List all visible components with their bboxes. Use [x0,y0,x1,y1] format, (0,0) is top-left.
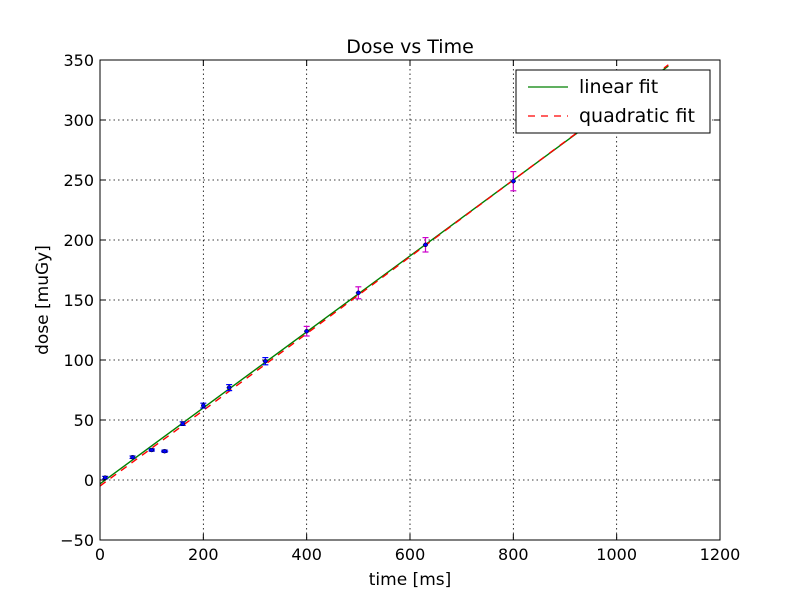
x-tick-label: 0 [95,545,105,564]
data-point [510,171,517,192]
y-tick-label: 350 [63,51,94,70]
x-axis-label: time [ms] [369,570,452,590]
y-tick-label: 0 [84,471,94,490]
data-point-marker [511,178,516,184]
grid [100,60,720,540]
legend-label-linear-fit: linear fit [579,76,658,98]
x-tick-label: 1200 [700,545,741,564]
data-point [226,384,233,392]
data-point-marker [149,447,154,453]
data-point [262,357,269,366]
data-point-marker [130,454,135,460]
x-tick-label: 800 [498,545,529,564]
chart-title: Dose vs Time [346,36,474,58]
data-point [179,421,186,426]
data-point [160,448,169,454]
data-point-marker [226,385,232,390]
legend-label-quadratic-fit: quadratic fit [579,105,695,127]
data-point [102,475,109,480]
y-tick-label: 250 [63,171,94,190]
data-point-marker [356,290,361,296]
y-tick-label: 300 [63,111,94,130]
data-point-marker [201,403,206,408]
x-tick-label: 1000 [596,545,637,564]
data-point-marker [102,475,108,480]
data-point [200,402,207,409]
x-tick-label: 400 [291,545,322,564]
y-tick-label: −50 [60,531,94,550]
y-tick-label: 100 [63,351,94,370]
legend: linear fit quadratic fit [515,69,711,134]
data-points [102,171,517,480]
data-point [422,237,429,253]
data-point [303,325,310,337]
data-point [148,447,155,453]
y-tick-label: 150 [63,291,94,310]
data-point-marker [304,328,309,334]
data-point [129,454,136,460]
x-tick-label: 200 [188,545,219,564]
y-tick-label: 50 [74,411,94,430]
data-point-marker [423,242,428,248]
y-axis-label: dose [muGy] [33,245,53,355]
data-point-marker [263,358,268,364]
data-point-marker [162,448,167,454]
axis-ticks: 0 200 400 600 800 1000 1200−500501001502002503… [60,51,740,564]
legend-box [515,69,711,134]
y-tick-label: 200 [63,231,94,250]
data-point-marker [180,421,185,426]
data-point [355,286,362,300]
x-tick-label: 600 [395,545,426,564]
